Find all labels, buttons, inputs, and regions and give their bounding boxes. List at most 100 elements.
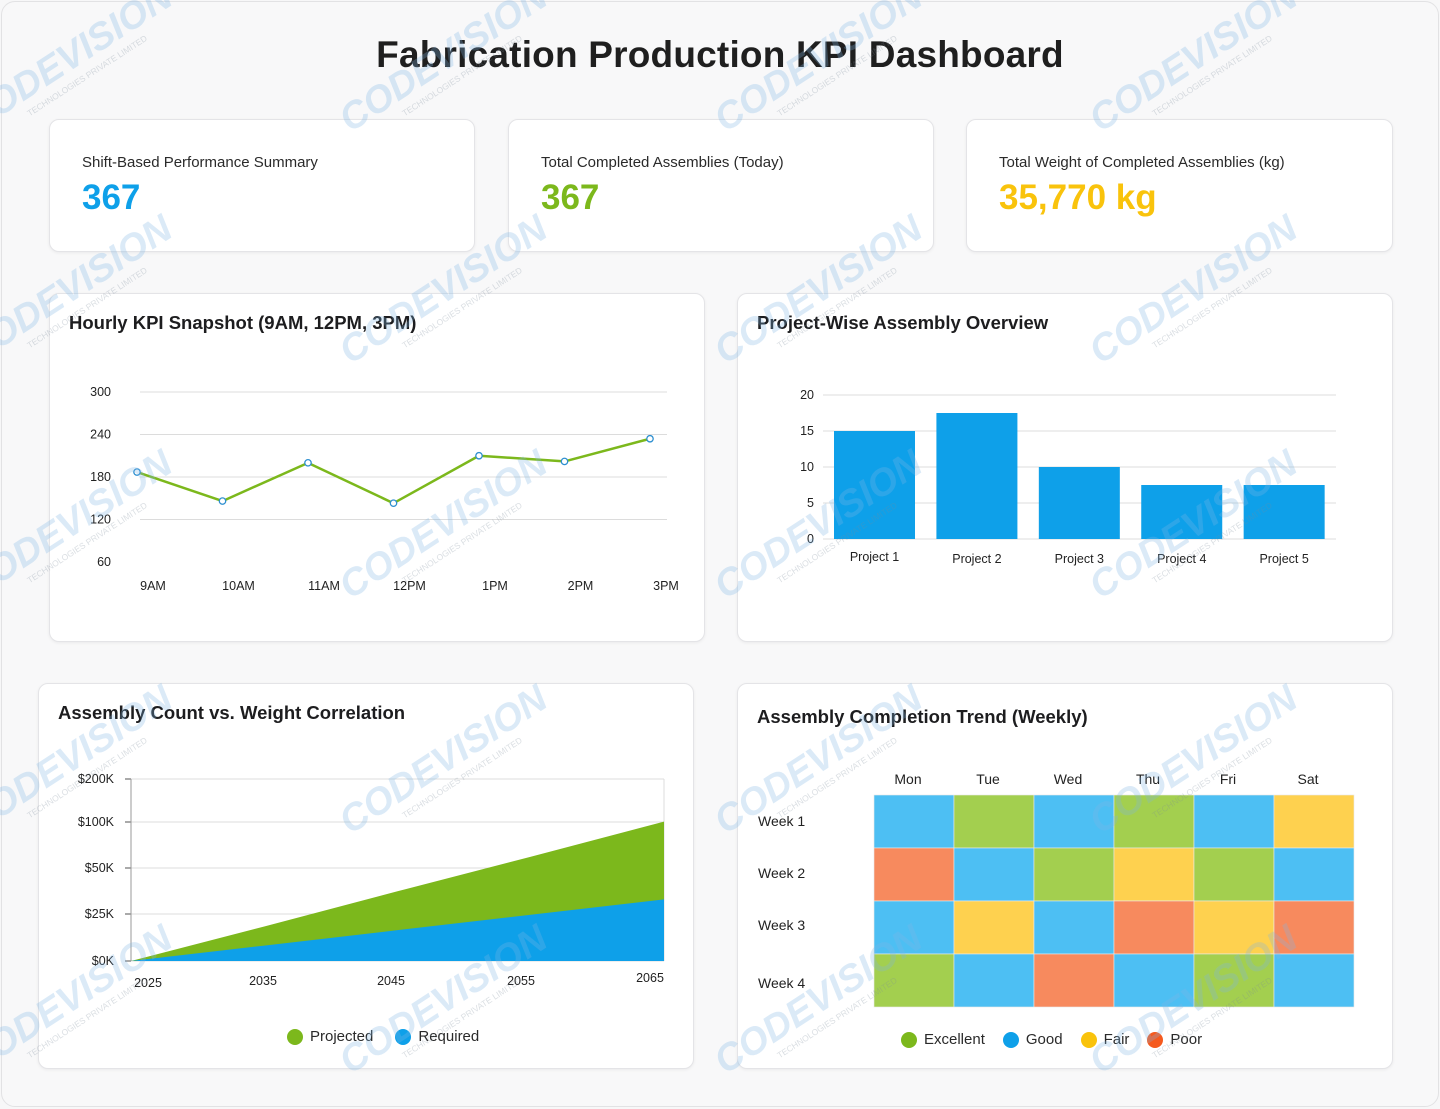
row-label: Week 3 (758, 917, 805, 933)
legend-item-excellent[interactable]: Excellent (901, 1031, 985, 1048)
kpi-label: Total Weight of Completed Assemblies (kg… (999, 154, 1285, 171)
legend-swatch (287, 1028, 303, 1045)
correlation-legend: Projected Required (287, 1028, 479, 1045)
legend-swatch (395, 1028, 412, 1045)
x-tick-label: 3PM (653, 579, 679, 593)
heatmap-cell (1113, 900, 1195, 955)
x-tick-label: 9AM (140, 579, 166, 593)
data-point (389, 499, 398, 508)
column-label: Mon (894, 771, 921, 787)
legend-label: Required (418, 1028, 480, 1045)
x-tick-label: 12PM (393, 579, 426, 593)
heatmap-cell (953, 953, 1035, 1008)
kpi-label: Shift-Based Performance Summary (82, 154, 318, 171)
data-point (218, 497, 227, 505)
y-tick-label: 20 (800, 388, 814, 402)
column-label: Tue (976, 771, 1000, 787)
heatmap-cell (953, 794, 1035, 849)
y-tick-label: 15 (800, 424, 814, 438)
x-tick-label: Project 2 (952, 552, 1001, 566)
bar (1243, 485, 1325, 539)
column-label: Thu (1136, 771, 1160, 787)
heatmap-cell (1193, 953, 1275, 1008)
weekly-heatmap: Mon Tue Wed Thu Fri Sat Week 1 Week 2 Week 3 Week… (758, 771, 1355, 1008)
heatmap-cell (1273, 847, 1355, 902)
heatmap-cell (873, 900, 955, 955)
heatmap-cell (1033, 953, 1115, 1008)
heatmap-cell (1113, 794, 1195, 849)
legend-item-projected[interactable]: Projected (287, 1028, 373, 1045)
legend-swatch (901, 1031, 917, 1048)
bar (1038, 467, 1120, 539)
page-title: Fabrication Production KPI Dashboard (376, 34, 1064, 75)
heatmap-cell (873, 847, 955, 902)
heatmap-cell (1113, 953, 1195, 1008)
heatmap-legend: Excellent Good Fair Poor (901, 1031, 1202, 1048)
weekly-trend-card: Assembly Completion Trend (Weekly) Mon Tu… (737, 683, 1393, 1069)
heatmap-cell (1033, 847, 1115, 902)
correlation-card: Assembly Count vs. Weight Correlation $2… (38, 683, 694, 1069)
bar (936, 413, 1018, 539)
column-label: Fri (1220, 771, 1236, 787)
legend-swatch (1147, 1031, 1164, 1048)
legend-label: Poor (1170, 1031, 1203, 1048)
y-tick-label: 300 (90, 385, 111, 399)
kpi-value: 35,770 kg (999, 178, 1157, 217)
project-overview-card: Project-Wise Assembly Overview 20 15 10 5 0 P… (737, 293, 1393, 642)
y-tick-label: $200K (78, 772, 115, 786)
data-point (304, 458, 312, 467)
data-point (646, 434, 654, 443)
kpi-card-total-weight: Total Weight of Completed Assemblies (kg… (966, 119, 1393, 252)
heatmap-cell (1113, 847, 1195, 902)
heatmap-cell (1273, 794, 1355, 849)
legend-item-fair[interactable]: Fair (1080, 1031, 1130, 1048)
y-tick-label: $0K (92, 954, 115, 968)
legend-label: Fair (1103, 1031, 1130, 1048)
y-tick-label: 60 (97, 555, 111, 569)
heatmap-cell (1193, 794, 1275, 849)
correlation-area-chart: $200K $100K $50K $25K $0K 2025 2035 2045 2055 206… (78, 772, 665, 990)
heatmap-cell (1193, 900, 1275, 955)
heatmap-cell (873, 794, 955, 849)
kpi-card-shift-performance: Shift-Based Performance Summary 367 (49, 119, 475, 252)
heatmap-cell (1193, 847, 1275, 902)
chart-title: Assembly Count vs. Weight Correlation (58, 702, 406, 723)
x-tick-label: 2025 (134, 976, 162, 990)
x-tick-label: Project 5 (1259, 552, 1308, 566)
series-line (136, 437, 651, 505)
chart-title: Project-Wise Assembly Overview (757, 312, 1049, 333)
hourly-line-chart: 300 240 180 120 60 9AM 10AM 11AM 12PM 1PM 2PM 3PM (90, 385, 679, 593)
legend-label: Projected (310, 1028, 374, 1045)
column-label: Sat (1297, 771, 1318, 787)
heatmap-cell (1273, 953, 1355, 1008)
x-tick-label: 2055 (507, 974, 535, 988)
x-tick-label: Project 3 (1055, 552, 1104, 566)
project-bar-chart: 20 15 10 5 0 Project 1 Project 2 Project 3 Proje… (800, 388, 1336, 566)
legend-item-required[interactable]: Required (395, 1028, 479, 1045)
row-label: Week 4 (758, 975, 805, 991)
y-tick-label: 0 (807, 532, 814, 546)
x-tick-label: 11AM (308, 579, 340, 593)
x-tick-label: 2PM (568, 579, 594, 593)
heatmap-cell (953, 847, 1035, 902)
data-point (475, 451, 483, 460)
kpi-card-completed-assemblies: Total Completed Assemblies (Today) 367 (508, 119, 934, 252)
legend-item-poor[interactable]: Poor (1147, 1031, 1202, 1048)
bar (834, 431, 915, 539)
data-point (133, 468, 141, 476)
legend-item-good[interactable]: Good (1002, 1031, 1063, 1048)
x-tick-label: 10AM (222, 579, 255, 593)
x-tick-label: 2065 (636, 971, 664, 985)
x-tick-label: Project 4 (1157, 552, 1206, 566)
heatmap-cell (1033, 900, 1115, 955)
x-tick-label: 2045 (377, 974, 405, 988)
chart-title: Assembly Completion Trend (Weekly) (757, 706, 1088, 727)
kpi-value: 367 (541, 178, 600, 217)
x-tick-label: 2035 (249, 974, 277, 988)
kpi-value: 367 (82, 178, 141, 217)
y-tick-label: $100K (78, 815, 115, 829)
y-tick-label: $50K (85, 861, 115, 875)
heatmap-cell (873, 953, 955, 1008)
row-label: Week 1 (758, 813, 805, 829)
legend-swatch (1002, 1031, 1019, 1048)
